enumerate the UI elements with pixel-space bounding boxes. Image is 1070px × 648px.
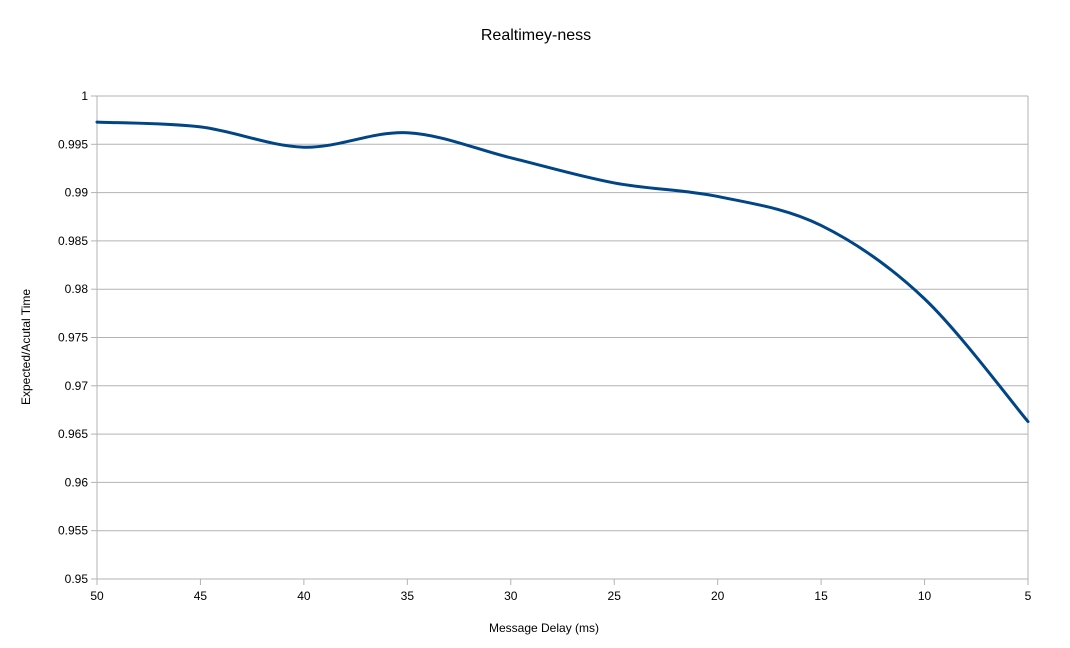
y-tick-label: 0.965: [58, 427, 88, 441]
y-axis-label: Expected/Acutal Time: [19, 289, 33, 405]
y-tick-label: 0.97: [65, 379, 89, 393]
y-tick-label: 0.995: [58, 137, 88, 151]
x-tick-label: 50: [90, 589, 104, 603]
x-tick-label: 45: [194, 589, 208, 603]
x-tick-label: 10: [918, 589, 932, 603]
series-line: [95, 120, 1030, 424]
y-tick-label: 0.975: [58, 331, 88, 345]
x-axis-label: Message Delay (ms): [489, 621, 599, 635]
y-tick-label: 0.95: [65, 572, 89, 586]
chart-title: Realtimey-ness: [481, 27, 591, 44]
x-tick-label: 5: [1025, 589, 1032, 603]
x-tick-labels: 50 45 40 35 30 25 20 15 10 5: [90, 589, 1031, 603]
y-tick-labels: 0.95 0.955 0.96 0.965 0.97 0.975 0.98 0.985 0.99…: [58, 89, 88, 586]
x-tick-label: 20: [711, 589, 725, 603]
axes: [91, 95, 1029, 585]
y-tick-label: 0.955: [58, 524, 88, 538]
x-tick-label: 35: [401, 589, 415, 603]
x-tick-label: 15: [814, 589, 828, 603]
x-tick-label: 25: [608, 589, 622, 603]
y-tick-label: 0.96: [65, 475, 89, 489]
grid-lines: [97, 95, 1028, 580]
y-tick-label: 0.985: [58, 234, 88, 248]
x-tick-label: 40: [297, 589, 311, 603]
y-tick-label: 0.99: [65, 186, 89, 200]
x-tick-label: 30: [504, 589, 518, 603]
y-tick-label: 0.98: [65, 282, 89, 296]
y-tick-label: 1: [81, 89, 88, 103]
series-layer: [95, 120, 1030, 424]
